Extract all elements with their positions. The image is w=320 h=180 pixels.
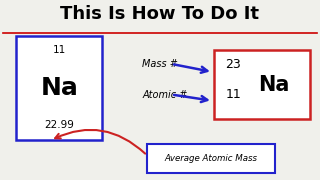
Text: Mass #: Mass # [142,59,178,69]
Text: 23: 23 [226,58,241,71]
Text: 22.99: 22.99 [44,120,74,130]
Text: 11: 11 [52,45,66,55]
Text: Na: Na [258,75,290,95]
FancyBboxPatch shape [16,36,102,140]
Text: Na: Na [40,76,78,100]
Text: Average Atomic Mass: Average Atomic Mass [165,154,258,163]
Text: 11: 11 [226,88,241,101]
FancyBboxPatch shape [214,50,310,119]
Text: Atomic #: Atomic # [142,89,188,100]
FancyBboxPatch shape [147,144,275,173]
Text: This Is How To Do It: This Is How To Do It [60,5,260,23]
